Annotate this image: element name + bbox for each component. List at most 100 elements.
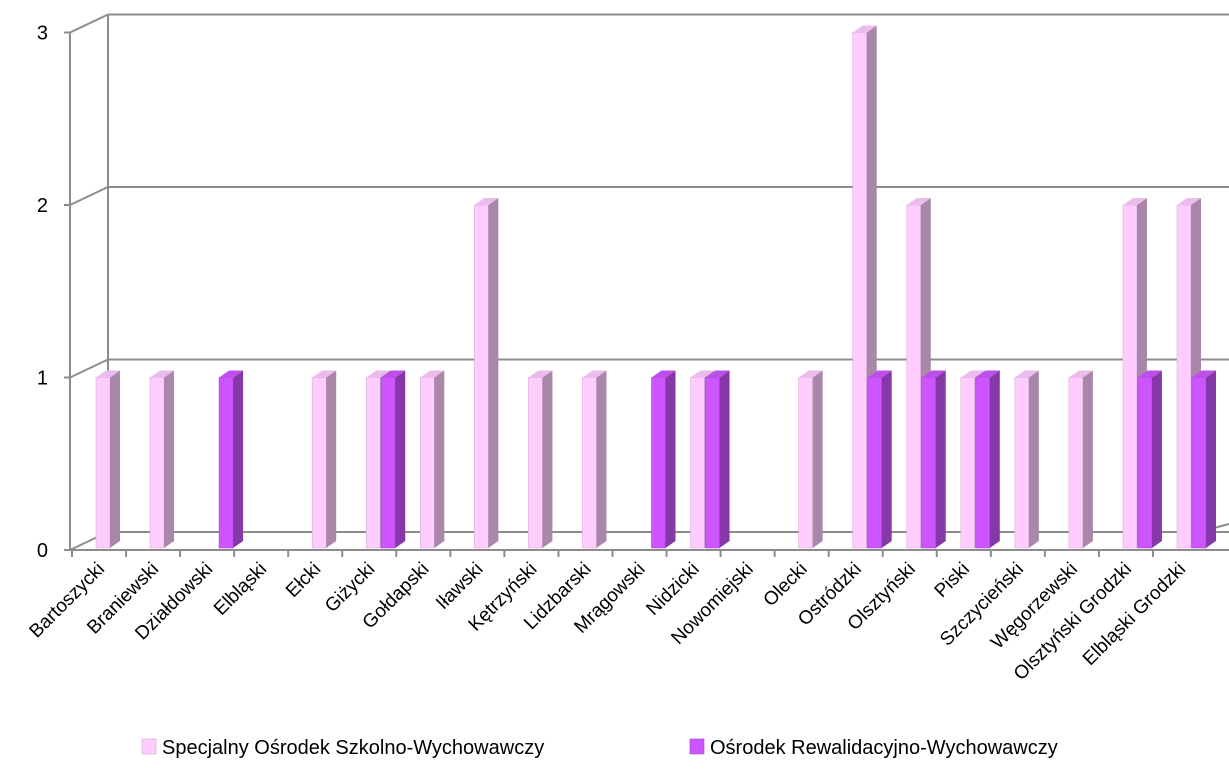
- y-tick-label: 1: [37, 368, 48, 390]
- bar-front: [95, 377, 111, 549]
- bar-side: [434, 370, 445, 548]
- bar-front: [906, 204, 922, 549]
- x-tick-label: Olecki: [760, 559, 812, 611]
- bar-front: [690, 377, 705, 549]
- bar-side: [164, 370, 175, 548]
- gridline-side: [69, 358, 109, 379]
- bar-top: [906, 198, 931, 205]
- bar: [798, 370, 823, 549]
- y-axis-ticks: 0 1 2 3: [37, 23, 70, 562]
- bar-front: [365, 377, 381, 549]
- bar-top: [690, 370, 715, 378]
- bar-front: [149, 377, 165, 549]
- bar-side: [1028, 370, 1039, 548]
- bar-top: [150, 370, 175, 378]
- bar-front: [1176, 204, 1192, 549]
- bar-top: [1137, 370, 1162, 378]
- bar: [651, 370, 676, 549]
- bar: [380, 370, 406, 549]
- bar-front: [921, 377, 937, 549]
- bar-front: [218, 377, 234, 549]
- bar-side: [110, 370, 120, 548]
- bar: [1014, 370, 1039, 549]
- legend-swatch: [689, 738, 705, 755]
- y-tick-label: 3: [37, 23, 48, 45]
- gridline-side: [69, 13, 109, 34]
- bar: [1068, 370, 1093, 549]
- bar: [582, 370, 607, 549]
- bar-side: [596, 370, 607, 548]
- bar-side: [233, 370, 244, 548]
- bar-top: [921, 370, 946, 378]
- bar-top: [798, 370, 823, 378]
- bar-front: [582, 377, 597, 549]
- x-tick-label: Elbląski Grodzki: [1079, 559, 1190, 670]
- bar: [921, 370, 946, 549]
- bar-side: [1206, 370, 1216, 548]
- bar: [149, 370, 175, 549]
- legend: Specjalny Ośrodek Szkolno-Wychowawczy Ośr…: [141, 737, 1058, 759]
- bar-top: [1177, 198, 1201, 205]
- legend-swatch: [141, 738, 157, 755]
- bar-top: [1068, 370, 1093, 378]
- bar: [474, 198, 499, 549]
- bar-top: [867, 370, 892, 378]
- bar-top: [474, 198, 499, 205]
- y-tick-label: 0: [37, 540, 48, 562]
- bar-top: [975, 370, 1000, 378]
- gridline-side: [69, 186, 109, 206]
- x-tick-label: Elbląski: [210, 559, 271, 620]
- bar-top: [1122, 198, 1147, 205]
- x-axis-labels: BartoszyckiBraniewskiDziałdowskiElbląski…: [26, 550, 1190, 685]
- bar-top: [960, 370, 985, 378]
- gridlines: [69, 13, 1229, 551]
- x-tick-label: Ełcki: [282, 559, 325, 602]
- x-tick-label: Piski: [931, 559, 974, 602]
- legend-label: Ośrodek Rewalidacyjno-Wychowawczy: [710, 737, 1058, 759]
- bar-side: [542, 370, 553, 548]
- bar: [867, 370, 892, 549]
- bar: [1191, 370, 1216, 549]
- bar-front: [798, 377, 813, 549]
- legend-label: Specjalny Ośrodek Szkolno-Wychowawczy: [162, 737, 544, 759]
- bar-top: [219, 370, 244, 378]
- bar-front: [651, 377, 666, 549]
- bar: [419, 370, 445, 549]
- bar-front: [1122, 204, 1138, 549]
- bar-front: [1068, 377, 1084, 549]
- bar-front: [1191, 377, 1207, 549]
- bar: [311, 370, 337, 549]
- bar-top: [1014, 370, 1039, 378]
- bar-side: [719, 370, 730, 548]
- bar-top: [582, 370, 607, 378]
- chart-walls: [69, 14, 1229, 551]
- bar-top: [420, 370, 445, 378]
- bar-top: [96, 370, 120, 378]
- bar-front: [852, 32, 868, 549]
- bar-front: [380, 377, 396, 549]
- bar: [1137, 370, 1162, 549]
- bar-top: [366, 370, 391, 378]
- bar-front: [1137, 377, 1153, 549]
- bar-side: [395, 370, 406, 548]
- bar-side: [488, 198, 499, 548]
- bar: [528, 370, 553, 549]
- bar: [975, 370, 1000, 549]
- bar-top: [651, 370, 676, 378]
- bar-side: [326, 370, 337, 548]
- bar-top: [1192, 370, 1216, 378]
- bar-front: [705, 377, 720, 549]
- bar-side: [812, 370, 823, 548]
- y-tick-label: 2: [37, 195, 48, 217]
- bar-front: [474, 204, 489, 549]
- bar-top: [852, 25, 877, 33]
- bar-front: [867, 377, 883, 549]
- bar-front: [960, 377, 976, 549]
- bar-front: [1014, 377, 1030, 549]
- bar-front: [528, 377, 543, 549]
- bar: [95, 370, 120, 549]
- bar-side: [665, 370, 676, 548]
- bar: [218, 370, 244, 549]
